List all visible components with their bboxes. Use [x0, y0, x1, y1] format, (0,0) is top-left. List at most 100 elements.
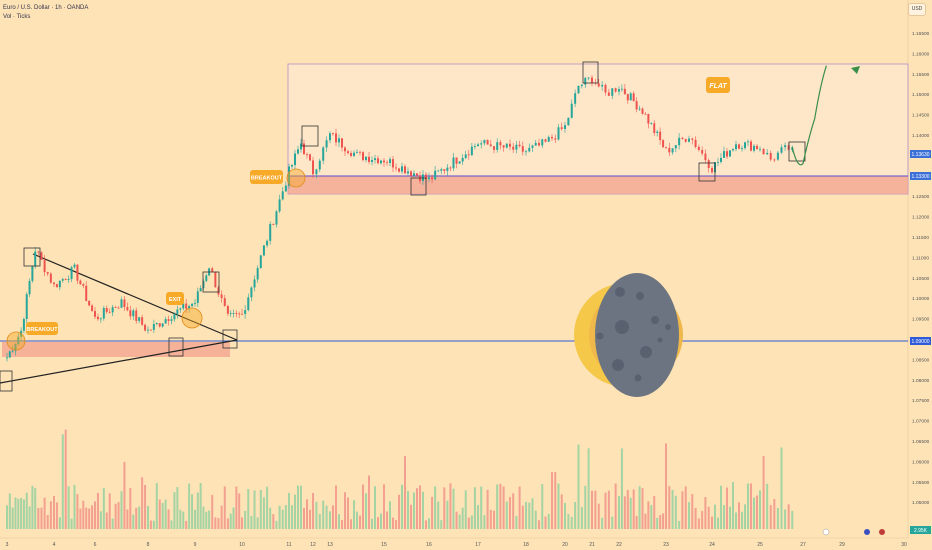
candle-body	[711, 167, 713, 173]
volume-bar	[25, 492, 28, 529]
candle-body	[688, 138, 690, 142]
time-tick-label: 20	[562, 542, 568, 548]
candle-body	[196, 291, 199, 303]
volume-bar	[604, 492, 607, 529]
volume-bar	[250, 515, 253, 529]
price-axis-panel[interactable]	[908, 0, 932, 550]
symbol-title[interactable]: Euro / U.S. Dollar · 1h · OANDA	[3, 5, 89, 11]
candle-body	[584, 77, 587, 85]
volume-bar	[147, 505, 149, 529]
volume-bar	[114, 503, 117, 529]
candle-body	[701, 150, 704, 154]
moon-icon	[574, 273, 683, 397]
volume-bar	[684, 486, 687, 529]
volume-bar	[776, 507, 779, 529]
time-tick-label: 27	[800, 542, 806, 548]
candle-body	[659, 131, 662, 141]
support-price-tag[interactable]: 1.09000	[910, 337, 931, 345]
breakout-label-2[interactable]: BREAKOUT	[250, 170, 283, 184]
volume-bar	[318, 514, 321, 529]
candle-body	[614, 88, 617, 92]
volume-bar	[656, 517, 659, 529]
flag-icon[interactable]	[879, 529, 885, 535]
volume-bar	[284, 505, 287, 529]
candle-body	[176, 309, 179, 314]
currency-button[interactable]: USD	[908, 3, 926, 16]
resistance-price-tag[interactable]: 1.13300	[910, 172, 931, 180]
candle-body	[413, 173, 415, 176]
volume-bar	[392, 517, 394, 529]
volume-bar	[73, 484, 76, 529]
volume-bar	[129, 488, 132, 529]
event-icon[interactable]	[822, 528, 830, 536]
candle-body	[723, 151, 725, 158]
candle-body	[629, 93, 632, 101]
candle-body	[294, 153, 296, 166]
volume-label[interactable]: Vol · Ticks	[3, 14, 31, 20]
volume-bar	[704, 497, 707, 529]
volume-bar	[338, 514, 340, 529]
volume-bar	[85, 507, 88, 529]
candle-body	[653, 123, 656, 133]
candle-body	[344, 147, 346, 152]
candle-body	[604, 84, 607, 93]
candle-body	[322, 147, 325, 161]
volume-bar	[425, 520, 427, 529]
volume-bar	[120, 491, 123, 529]
volume-bar	[525, 501, 527, 529]
candle-body	[141, 317, 144, 325]
volume-bar	[170, 520, 173, 529]
candle-body	[205, 275, 208, 281]
candle-body	[37, 251, 40, 253]
volume-bar	[404, 456, 406, 529]
candle-body	[199, 288, 202, 292]
candle-body	[518, 144, 521, 147]
flat-label[interactable]: FLAT	[706, 77, 730, 93]
volume-bar	[720, 485, 722, 529]
candle-body	[94, 311, 96, 317]
candle-body	[179, 308, 182, 310]
volume-bar	[88, 508, 91, 529]
price-tick-label: 1.05500	[912, 480, 930, 486]
current-price-text: 1.13630	[911, 152, 929, 158]
current-price-tag[interactable]: 1.13630	[910, 150, 931, 158]
candle-body	[123, 299, 126, 308]
volume-bar	[164, 499, 167, 529]
volume-bars	[6, 429, 794, 529]
price-tick-label: 1.07500	[912, 398, 930, 404]
time-tick-label: 23	[663, 542, 669, 548]
candle-body	[671, 148, 674, 153]
candle-body	[644, 113, 647, 115]
volume-bar	[638, 486, 641, 529]
candle-body	[720, 157, 722, 162]
flag-icon[interactable]	[864, 529, 870, 535]
volume-bar	[505, 501, 508, 529]
volume-bar	[329, 511, 331, 529]
price-tick-label: 1.15500	[912, 72, 930, 78]
breakout-label-1[interactable]: BREAKOUT	[26, 322, 58, 335]
exit-label[interactable]: EXIT	[166, 292, 184, 305]
volume-bar	[226, 518, 229, 529]
candle-body	[347, 151, 349, 154]
volume-bar	[194, 509, 196, 529]
volume-bar	[82, 500, 85, 529]
volume-value-tag[interactable]: 2.95K	[910, 526, 931, 534]
candle-body	[607, 92, 610, 96]
candle-body	[170, 319, 173, 321]
candle-body	[647, 113, 650, 124]
volume-bar	[105, 512, 108, 529]
volume-bar	[91, 505, 94, 529]
candle-body	[635, 101, 638, 110]
volume-bar	[22, 499, 25, 529]
candle-body	[269, 223, 272, 241]
price-axis-ticks: 1.16500 1.16000 1.15500 1.15000 1.14500 1.140…	[912, 31, 930, 506]
candle-body	[126, 307, 129, 311]
candle-body	[597, 83, 600, 87]
candle-body	[232, 313, 235, 314]
time-tick-label: 15	[381, 542, 387, 548]
candle-body	[147, 329, 149, 331]
candle-body	[155, 323, 158, 325]
time-tick-label: 13	[327, 542, 333, 548]
